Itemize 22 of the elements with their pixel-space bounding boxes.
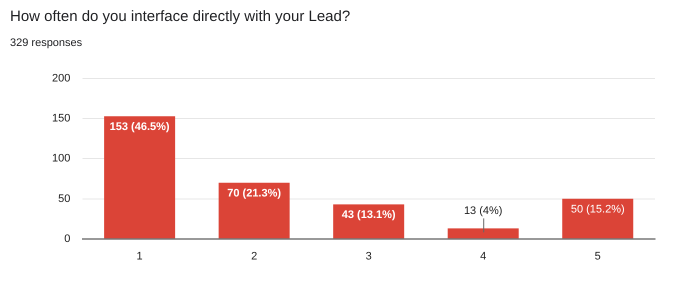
bar (333, 204, 404, 238)
y-tick-label: 100 (52, 152, 70, 165)
bar (562, 198, 634, 238)
x-tick-label: 2 (251, 250, 258, 262)
bar (104, 116, 176, 238)
data-label: 43 (13.1%) (342, 208, 396, 221)
x-tick-label: 4 (480, 250, 486, 262)
data-label: 153 (46.5%) (110, 120, 170, 133)
y-tick-label: 150 (52, 112, 70, 125)
data-label: 70 (21.3%) (227, 187, 282, 200)
y-tick-label: 50 (58, 192, 70, 205)
data-label: 50 (15.2%) (570, 203, 625, 216)
x-tick-label: 5 (594, 250, 601, 262)
y-tick-label: 0 (64, 232, 70, 245)
bar (218, 182, 290, 238)
y-tick-label: 200 (52, 72, 70, 85)
bar (448, 228, 519, 238)
x-tick-label: 1 (136, 250, 143, 262)
chart-title: How often do you interface directly with your Lead? (10, 8, 350, 25)
x-tick-label: 3 (366, 250, 372, 262)
chart-subtitle: 329 responses (10, 37, 82, 49)
data-label: 13 (4%) (464, 204, 502, 217)
